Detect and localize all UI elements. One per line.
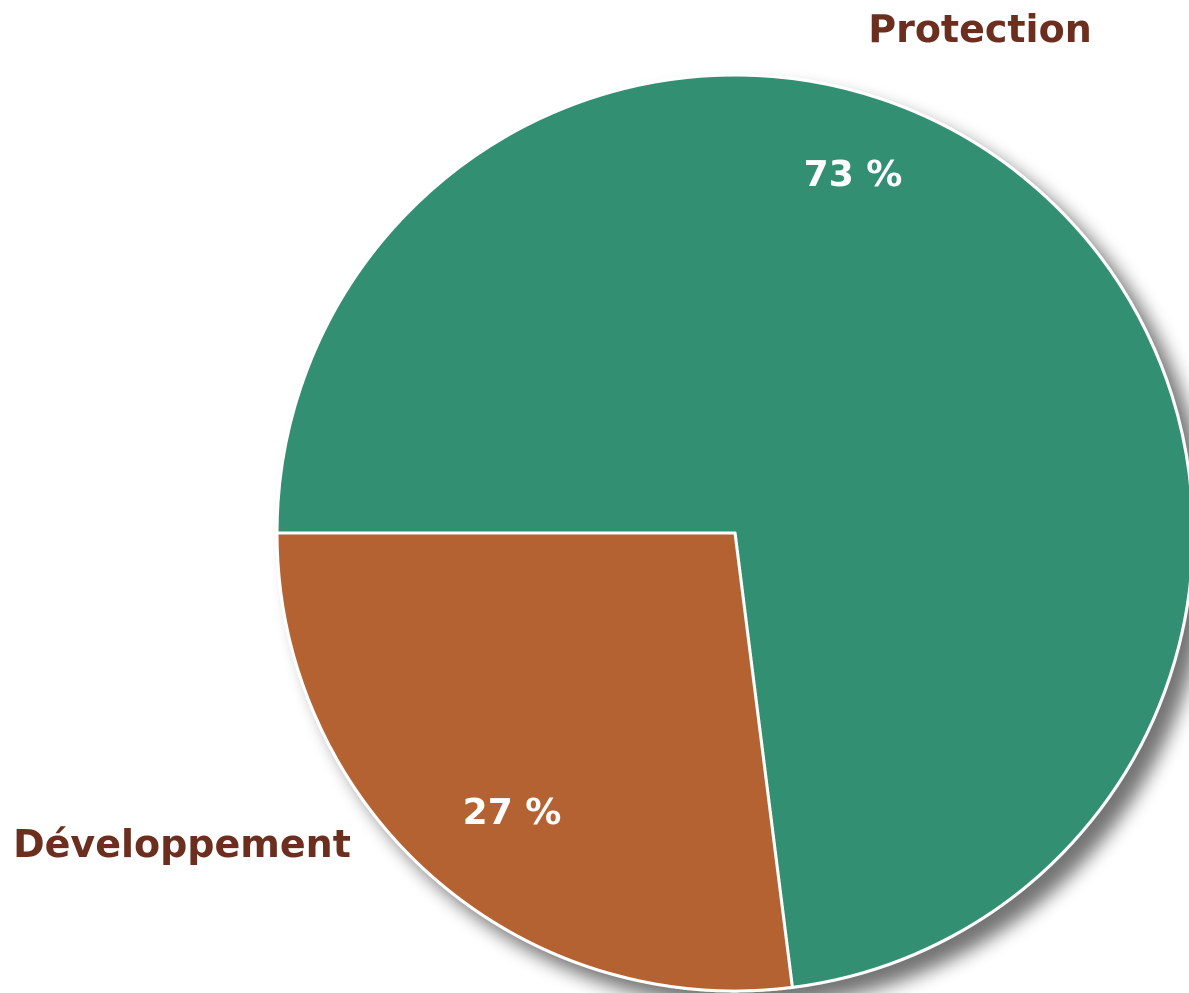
slice-value-label-developpement: 27 % — [463, 792, 562, 833]
slice-label-protection: Protection — [868, 7, 1092, 51]
slice-value-label-protection: 73 % — [804, 154, 903, 195]
pie-slice-protection — [275, 73, 1189, 989]
pie-slice-developpement — [275, 531, 794, 993]
pie-slices — [275, 73, 1189, 993]
slice-label-developpement: Développement — [13, 822, 351, 866]
